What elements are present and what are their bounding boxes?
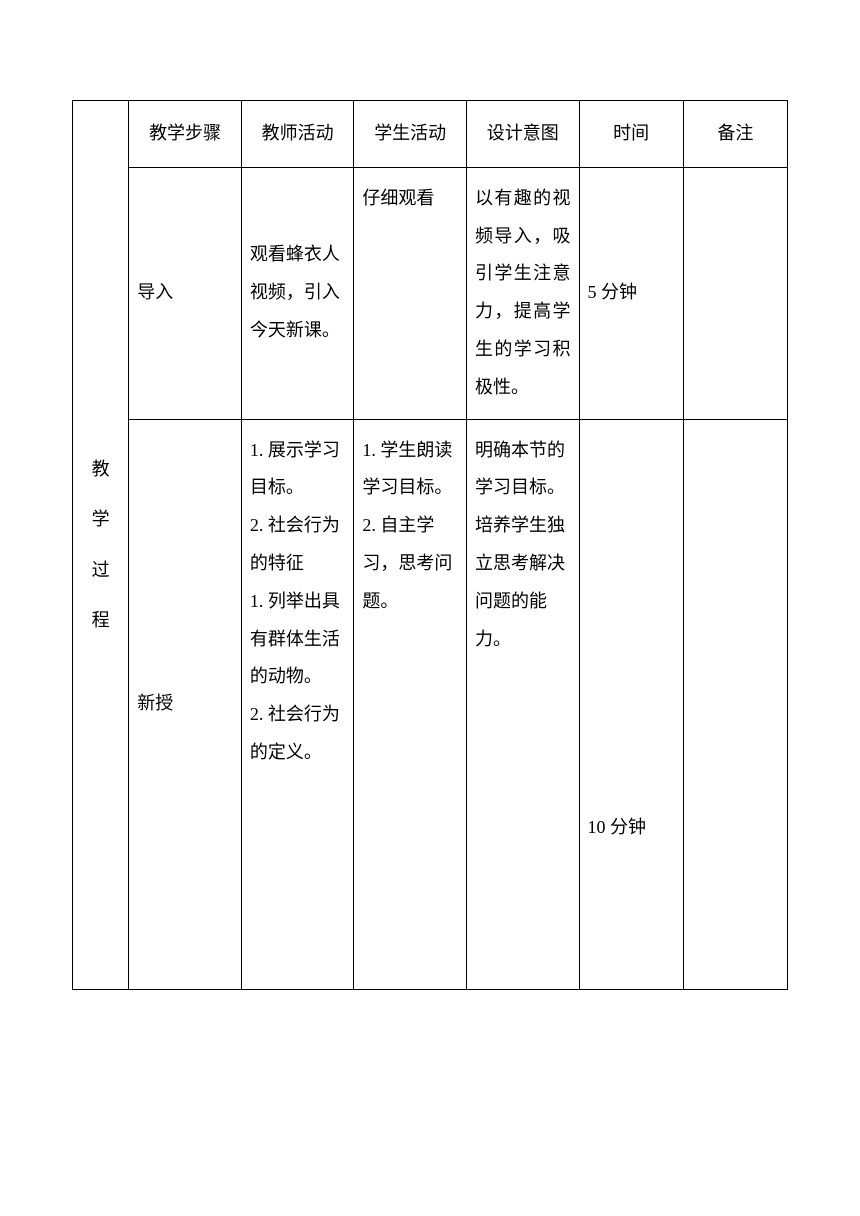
header-design: 设计意图 — [466, 101, 579, 168]
teacher-cell: 观看蜂衣人视频，引入今天新课。 — [241, 167, 354, 419]
lesson-plan-table: 教 学 过 程 教学步骤 教师活动 学生活动 设计意图 时间 备注 导入 观看蜂… — [72, 100, 788, 990]
side-char-3: 过 — [92, 545, 110, 595]
header-time: 时间 — [579, 101, 683, 168]
header-step: 教学步骤 — [129, 101, 242, 168]
remark-cell — [683, 419, 787, 989]
step-cell: 导入 — [129, 167, 242, 419]
design-cell: 明确本节的学习目标。 培养学生独立思考解决问题的能力。 — [466, 419, 579, 989]
header-student: 学生活动 — [354, 101, 467, 168]
header-row: 教 学 过 程 教学步骤 教师活动 学生活动 设计意图 时间 备注 — [73, 101, 788, 168]
table-row: 新授 1. 展示学习目标。 2. 社会行为的特征 1. 列举出具有群体生活的动物… — [73, 419, 788, 989]
table-row: 导入 观看蜂衣人视频，引入今天新课。 仔细观看 以有趣的视频导入，吸引学生注意力… — [73, 167, 788, 419]
side-char-2: 学 — [92, 494, 110, 544]
student-cell: 仔细观看 — [354, 167, 467, 419]
remark-cell — [683, 167, 787, 419]
side-label: 教 学 过 程 — [81, 444, 120, 646]
time-cell: 10 分钟 — [579, 419, 683, 989]
side-char-4: 程 — [92, 595, 110, 645]
header-teacher: 教师活动 — [241, 101, 354, 168]
side-char-1: 教 — [92, 444, 110, 494]
side-label-cell: 教 学 过 程 — [73, 101, 129, 990]
time-cell: 5 分钟 — [579, 167, 683, 419]
teacher-cell: 1. 展示学习目标。 2. 社会行为的特征 1. 列举出具有群体生活的动物。 2… — [241, 419, 354, 989]
step-cell: 新授 — [129, 419, 242, 989]
design-cell: 以有趣的视频导入，吸引学生注意力，提高学生的学习积极性。 — [466, 167, 579, 419]
student-cell: 1. 学生朗读学习目标。 2. 自主学习，思考问题。 — [354, 419, 467, 989]
header-remark: 备注 — [683, 101, 787, 168]
